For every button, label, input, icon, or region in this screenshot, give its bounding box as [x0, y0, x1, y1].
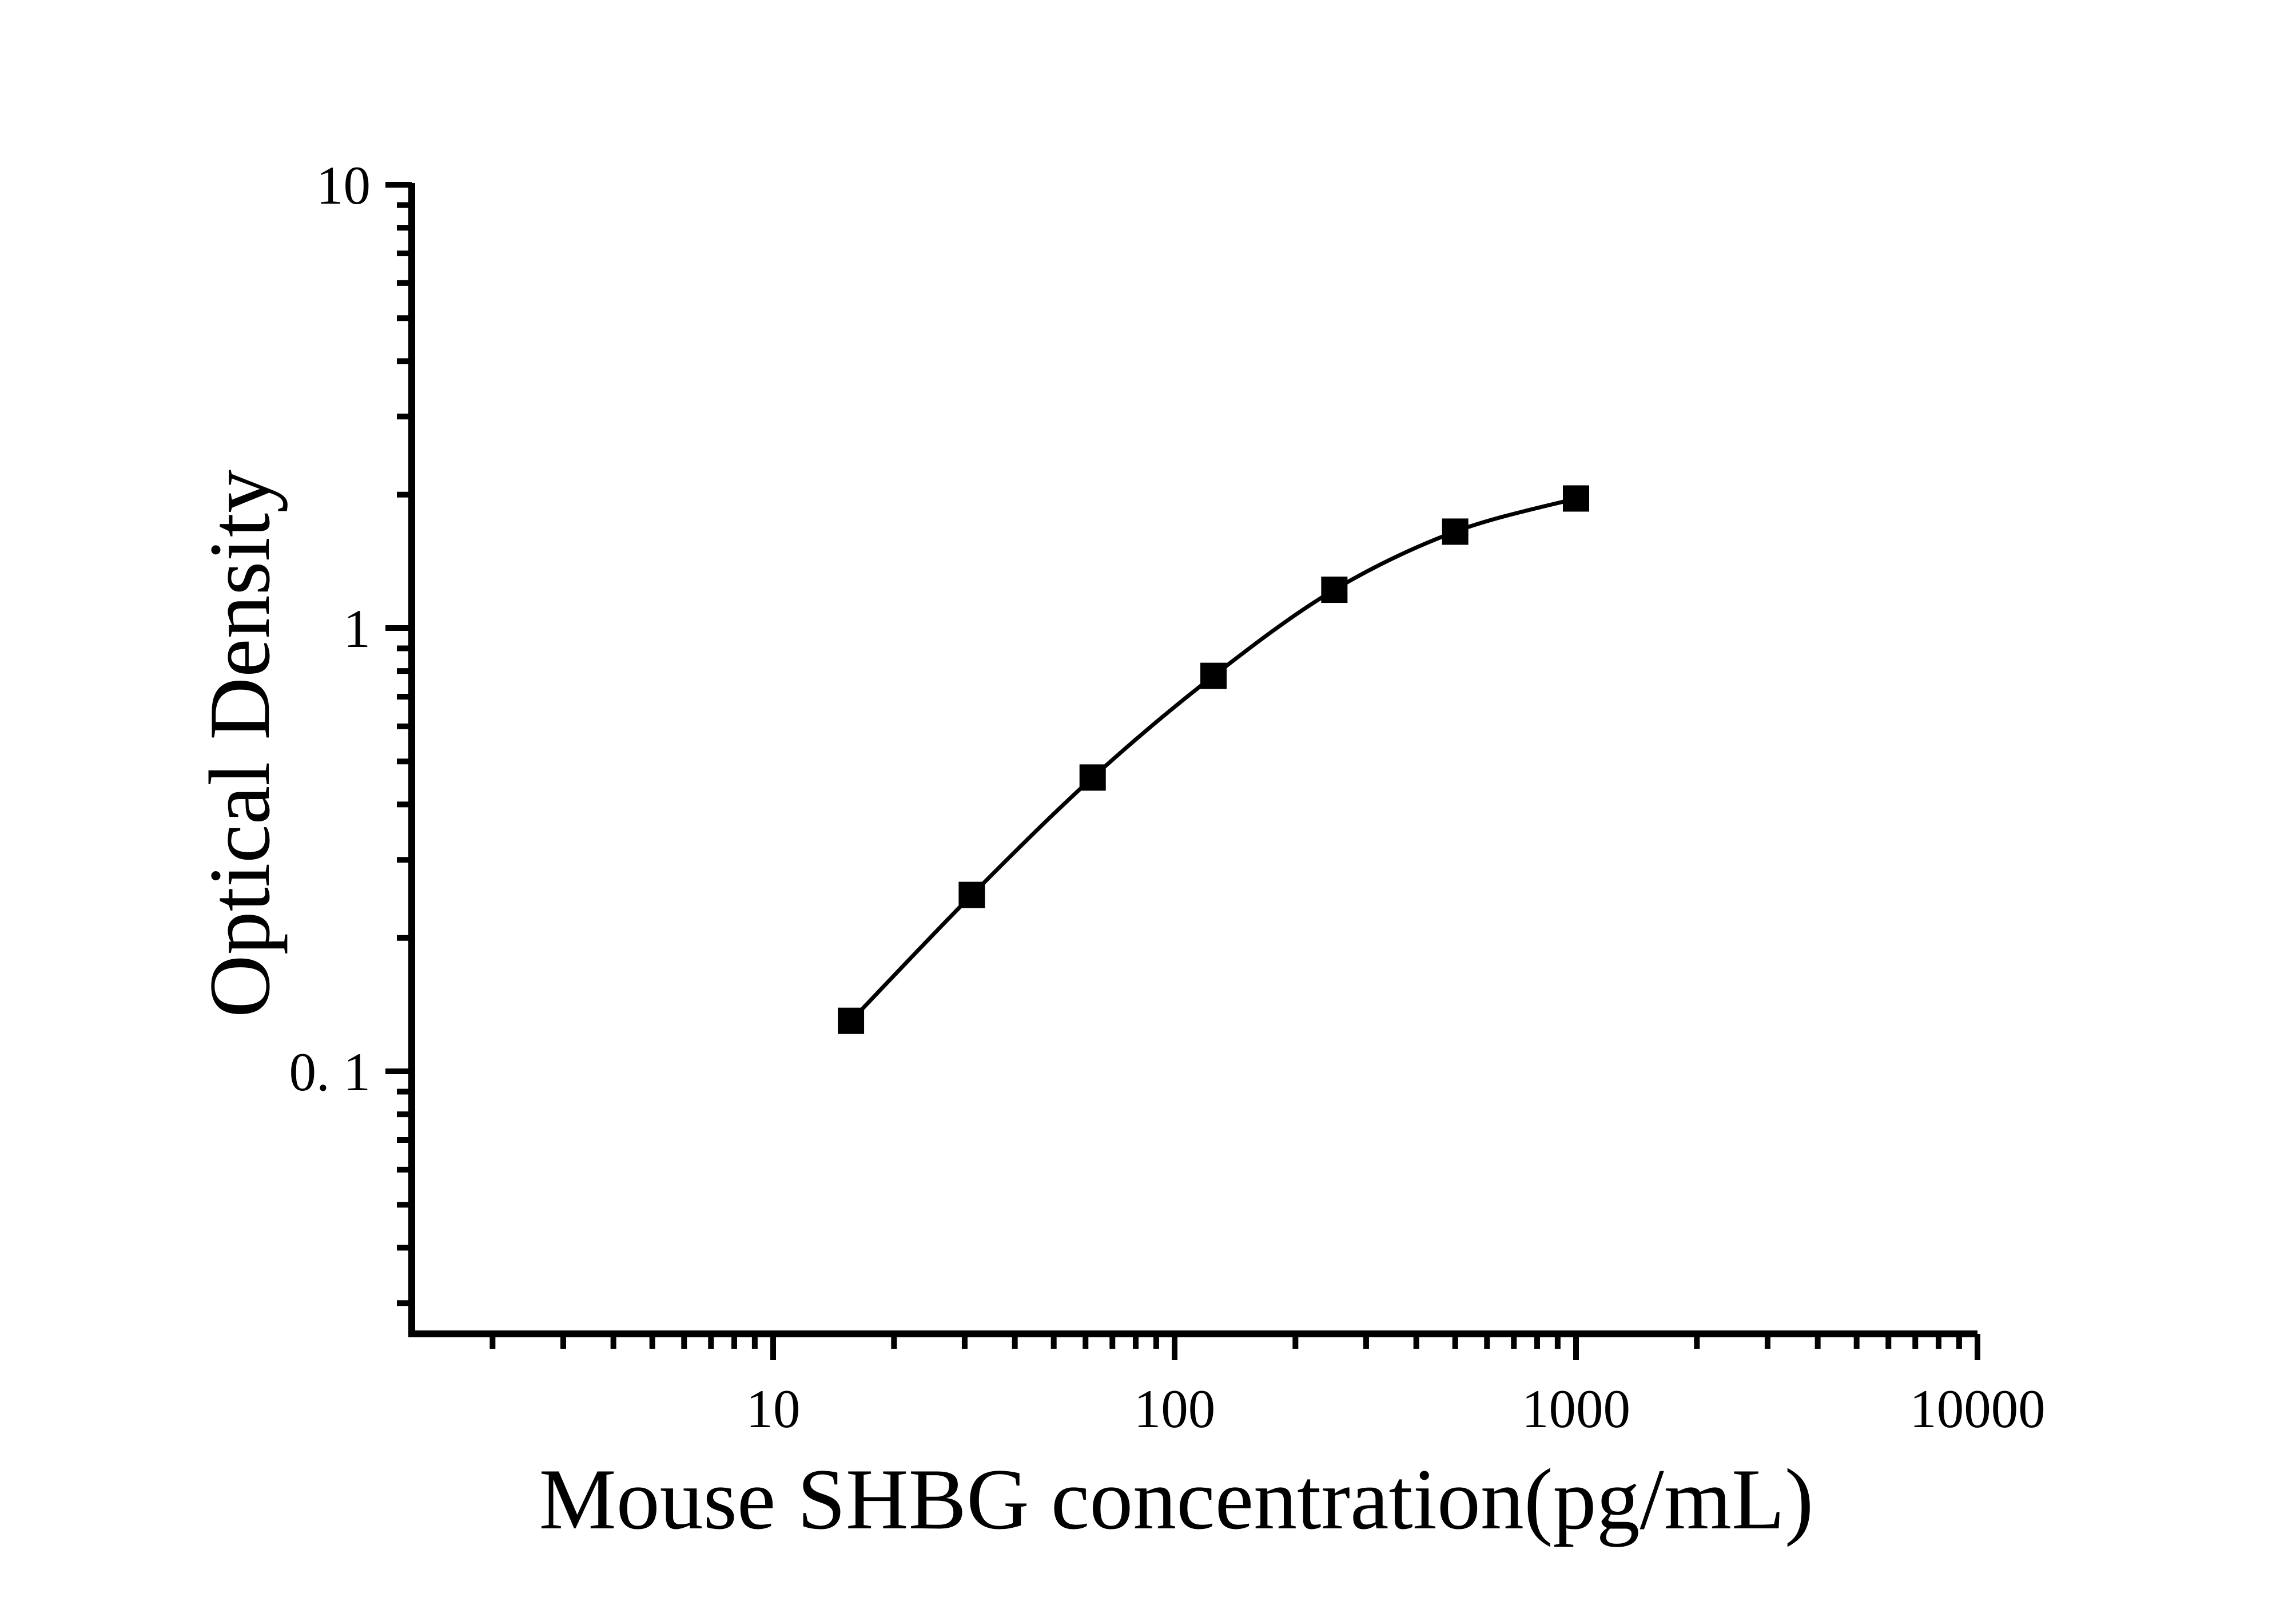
- x-tick-label: 10: [746, 1378, 801, 1439]
- y-tick-label: 1: [344, 598, 371, 659]
- data-point-marker: [1442, 518, 1469, 545]
- y-tick-label: 10: [316, 155, 371, 216]
- data-point-marker: [1563, 485, 1589, 512]
- x-tick-label: 100: [1134, 1378, 1216, 1439]
- data-point-marker: [838, 1007, 865, 1034]
- y-axis-title: Optical Density: [192, 470, 288, 1018]
- x-tick-label: 10000: [1909, 1378, 2046, 1439]
- axis-spines: [408, 183, 1977, 1337]
- plot-area: 10 100 1000 10000 10 1 0. 1: [289, 155, 2046, 1439]
- y-tick-label: 0. 1: [289, 1042, 371, 1102]
- data-point-marker: [1200, 662, 1227, 689]
- data-point-marker: [958, 881, 985, 908]
- x-axis-title: Mouse SHBG concentration(pg/mL): [539, 1451, 1814, 1547]
- data-point-marker: [1321, 577, 1348, 603]
- data-point-marker: [1079, 764, 1106, 791]
- x-tick-label: 1000: [1522, 1378, 1630, 1439]
- standard-curve-line: [849, 496, 1577, 1023]
